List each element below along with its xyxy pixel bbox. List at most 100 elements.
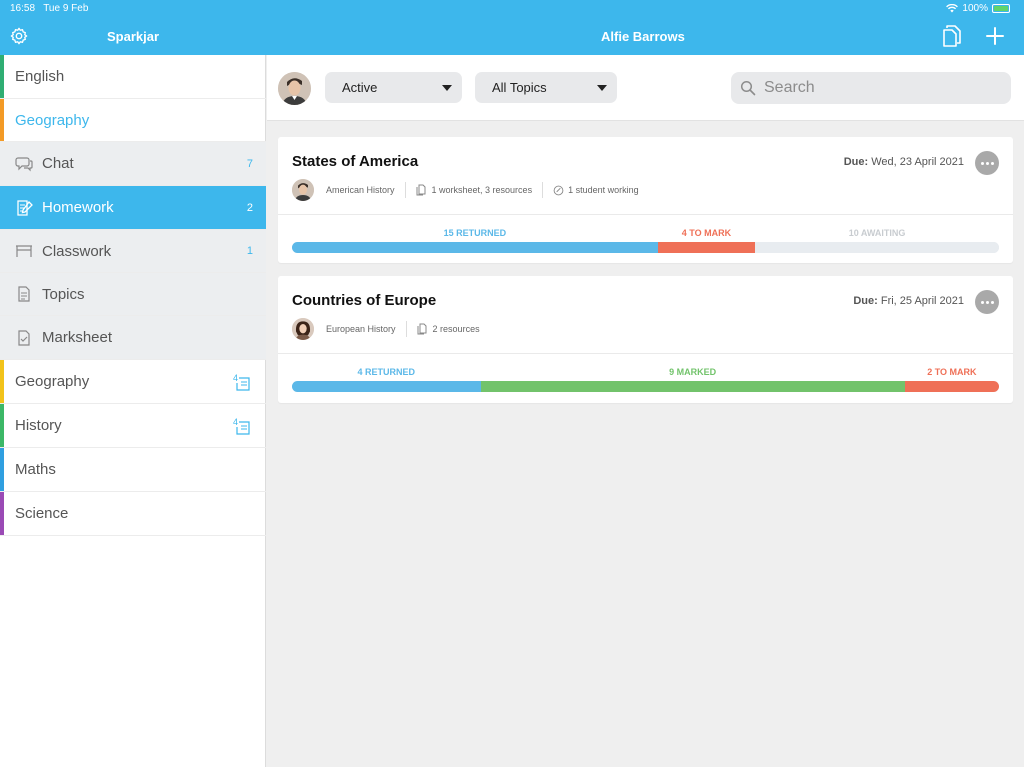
assignment-resources: 1 worksheet, 3 resources <box>431 185 533 195</box>
battery-icon <box>992 4 1010 13</box>
sidebar-subject-label: History <box>15 417 62 434</box>
sidebar-item-label: Chat <box>42 155 74 172</box>
sidebar-item-label: Marksheet <box>42 329 113 346</box>
status-time: 16:58 <box>10 3 36 14</box>
sidebar-subject-geography[interactable]: Geography <box>0 99 266 142</box>
topics-icon <box>18 286 30 302</box>
sidebar-subject-label: English <box>15 68 65 85</box>
user-name-title[interactable]: Alfie Barrows <box>601 29 685 44</box>
assignment-meta: European History 2 resources <box>292 318 480 340</box>
more-dot <box>980 161 984 165</box>
sidebar-item-homework[interactable]: Homework 2 <box>0 186 266 230</box>
assignment-card[interactable]: States of America Due: Wed, 23 April 202… <box>278 137 1013 263</box>
documents-icon <box>417 323 427 335</box>
progress-segment-marked <box>480 381 905 392</box>
person-avatar-icon <box>278 72 311 105</box>
sidebar-item-topics[interactable]: Topics <box>0 273 266 316</box>
more-dot <box>990 161 994 165</box>
subject-color-stripe <box>0 360 4 403</box>
progress-segment-returned <box>292 242 658 253</box>
marksheet-icon <box>18 329 30 346</box>
more-options-button[interactable] <box>975 290 999 314</box>
chat-icon <box>15 156 33 171</box>
progress-segment-awaiting <box>755 242 999 253</box>
sidebar: English Geography Chat 7 Homework 2 Clas… <box>0 55 266 767</box>
sidebar-item-chat[interactable]: Chat 7 <box>0 142 266 186</box>
progress-label-to-mark: 4 TO MARK <box>681 228 732 238</box>
subject-color-stripe <box>0 492 4 535</box>
sidebar-item-marksheet[interactable]: Marksheet <box>0 316 266 360</box>
search-box[interactable] <box>731 72 1011 104</box>
student-working-icon <box>553 185 564 195</box>
new-assignment-badge-icon: 4 <box>233 417 250 435</box>
svg-text:4: 4 <box>233 417 238 427</box>
documents-icon[interactable] <box>942 24 962 48</box>
person-avatar-icon <box>292 318 314 340</box>
progress-segment-to-mark <box>657 242 756 253</box>
battery-percent: 100% <box>962 3 988 14</box>
top-bar: 16:58 Tue 9 Feb 100% Sparkjar Alfie Barr… <box>0 0 1024 55</box>
progress-segment-returned <box>292 381 481 392</box>
person-avatar-icon <box>292 179 314 201</box>
card-divider <box>278 214 1013 215</box>
subject-color-stripe <box>0 55 4 98</box>
subject-color-stripe <box>0 448 4 491</box>
sidebar-subject-label: Geography <box>15 111 90 129</box>
progress-segment-to-mark <box>904 381 999 392</box>
topics-filter-dropdown[interactable]: All Topics <box>475 72 617 103</box>
sidebar-subject-science[interactable]: Science <box>0 492 266 536</box>
sidebar-subject-label: Geography <box>15 373 90 390</box>
progress-label-marked: 9 MARKED <box>669 367 717 377</box>
sidebar-subject-geography-2[interactable]: Geography 4 <box>0 360 266 404</box>
meta-divider <box>405 321 407 337</box>
meta-divider <box>404 182 406 198</box>
add-icon[interactable] <box>986 27 1004 45</box>
search-icon <box>740 80 756 96</box>
due-date: Wed, 23 April 2021 <box>871 156 964 168</box>
meta-divider <box>542 182 544 198</box>
assignment-title: Countries of Europe <box>292 292 437 309</box>
status-filter-value: Active <box>342 80 378 95</box>
sidebar-item-label: Classwork <box>42 242 112 260</box>
sidebar-item-label: Homework <box>42 199 114 216</box>
sidebar-subject-history[interactable]: History 4 <box>0 404 266 448</box>
assignment-title: States of America <box>292 153 419 170</box>
documents-icon <box>416 184 426 196</box>
search-input[interactable] <box>764 72 994 104</box>
more-dot <box>980 300 984 304</box>
sidebar-subject-label: Science <box>15 505 69 522</box>
sidebar-item-label: Topics <box>42 285 85 303</box>
user-avatar[interactable] <box>278 72 311 105</box>
assignment-card[interactable]: Countries of Europe Due: Fri, 25 April 2… <box>278 276 1013 403</box>
topics-filter-value: All Topics <box>492 80 547 95</box>
status-filter-dropdown[interactable]: Active <box>325 72 462 103</box>
status-date: Tue 9 Feb <box>43 3 89 14</box>
progress-labels: 15 RETURNED 4 TO MARK 10 AWAITING <box>292 228 999 240</box>
sidebar-subject-label: Maths <box>15 461 56 478</box>
progress-bar <box>292 381 999 392</box>
caret-down-icon <box>442 85 452 91</box>
progress-label-to-mark: 2 TO MARK <box>927 367 977 377</box>
more-options-button[interactable] <box>975 151 999 175</box>
progress-labels: 4 RETURNED 9 MARKED 2 TO MARK <box>292 367 999 379</box>
homework-icon <box>17 199 33 216</box>
progress-bar <box>292 242 999 253</box>
card-divider <box>278 353 1013 354</box>
assignment-working: 1 student working <box>568 185 639 195</box>
new-assignment-badge-icon: 4 <box>233 373 250 391</box>
sidebar-subject-maths[interactable]: Maths <box>0 448 266 492</box>
more-dot <box>985 161 989 165</box>
sidebar-item-classwork[interactable]: Classwork 1 <box>0 230 266 273</box>
sidebar-subject-english[interactable]: English <box>0 55 266 99</box>
assignment-due: Due: Wed, 23 April 2021 <box>844 156 964 168</box>
more-dot <box>985 300 989 304</box>
wifi-icon <box>946 4 959 13</box>
gear-icon[interactable] <box>10 27 28 45</box>
progress-label-returned: 4 RETURNED <box>357 367 416 377</box>
app-title: Sparkjar <box>107 29 160 44</box>
assignment-due: Due: Fri, 25 April 2021 <box>853 295 964 307</box>
sidebar-item-count: 2 <box>246 201 253 214</box>
due-date: Fri, 25 April 2021 <box>880 295 964 307</box>
progress-label-awaiting: 10 AWAITING <box>848 228 906 238</box>
due-label: Due: <box>843 156 869 168</box>
